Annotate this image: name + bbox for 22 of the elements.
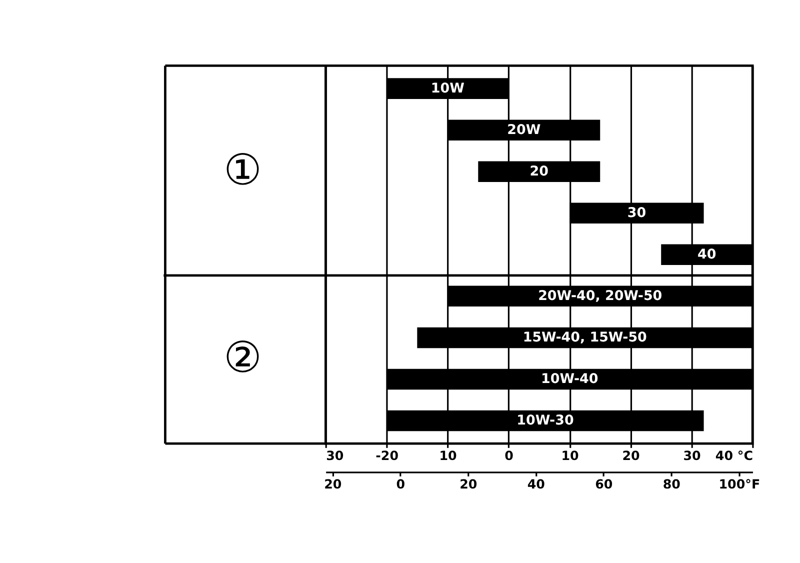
y-tick-label: 10W-30 xyxy=(516,414,574,429)
y-tick-label: 20W-40, 20W-50 xyxy=(538,289,662,304)
text: ① xyxy=(224,145,262,196)
x-tick-label: 30 xyxy=(683,448,701,463)
y-tick-label: 10W xyxy=(430,82,465,97)
x-tick-label: 10 xyxy=(439,448,458,463)
x-tick-label: 0 xyxy=(504,448,514,463)
x2-tick-label: 100°F xyxy=(718,476,760,492)
x2-tick-label: 60 xyxy=(595,476,613,492)
x-tick-label: -20 xyxy=(376,448,399,463)
y-tick-label: 15W-40, 15W-50 xyxy=(522,330,647,346)
x-tick-label: 30 xyxy=(326,448,344,463)
x2-tick-label: 20 xyxy=(460,476,478,492)
y-tick-label: 20 xyxy=(530,164,548,180)
y-tick-label: 20W xyxy=(507,123,541,138)
x2-tick-label: 80 xyxy=(662,476,681,492)
x-tick-label: 40 °C xyxy=(715,448,753,463)
x-tick-label: 10 xyxy=(561,448,580,463)
y-tick-label: 10W-40 xyxy=(541,372,598,388)
x2-tick-label: 0 xyxy=(396,476,406,492)
text: ② xyxy=(224,333,262,384)
x2-tick-label: 20 xyxy=(324,476,342,492)
